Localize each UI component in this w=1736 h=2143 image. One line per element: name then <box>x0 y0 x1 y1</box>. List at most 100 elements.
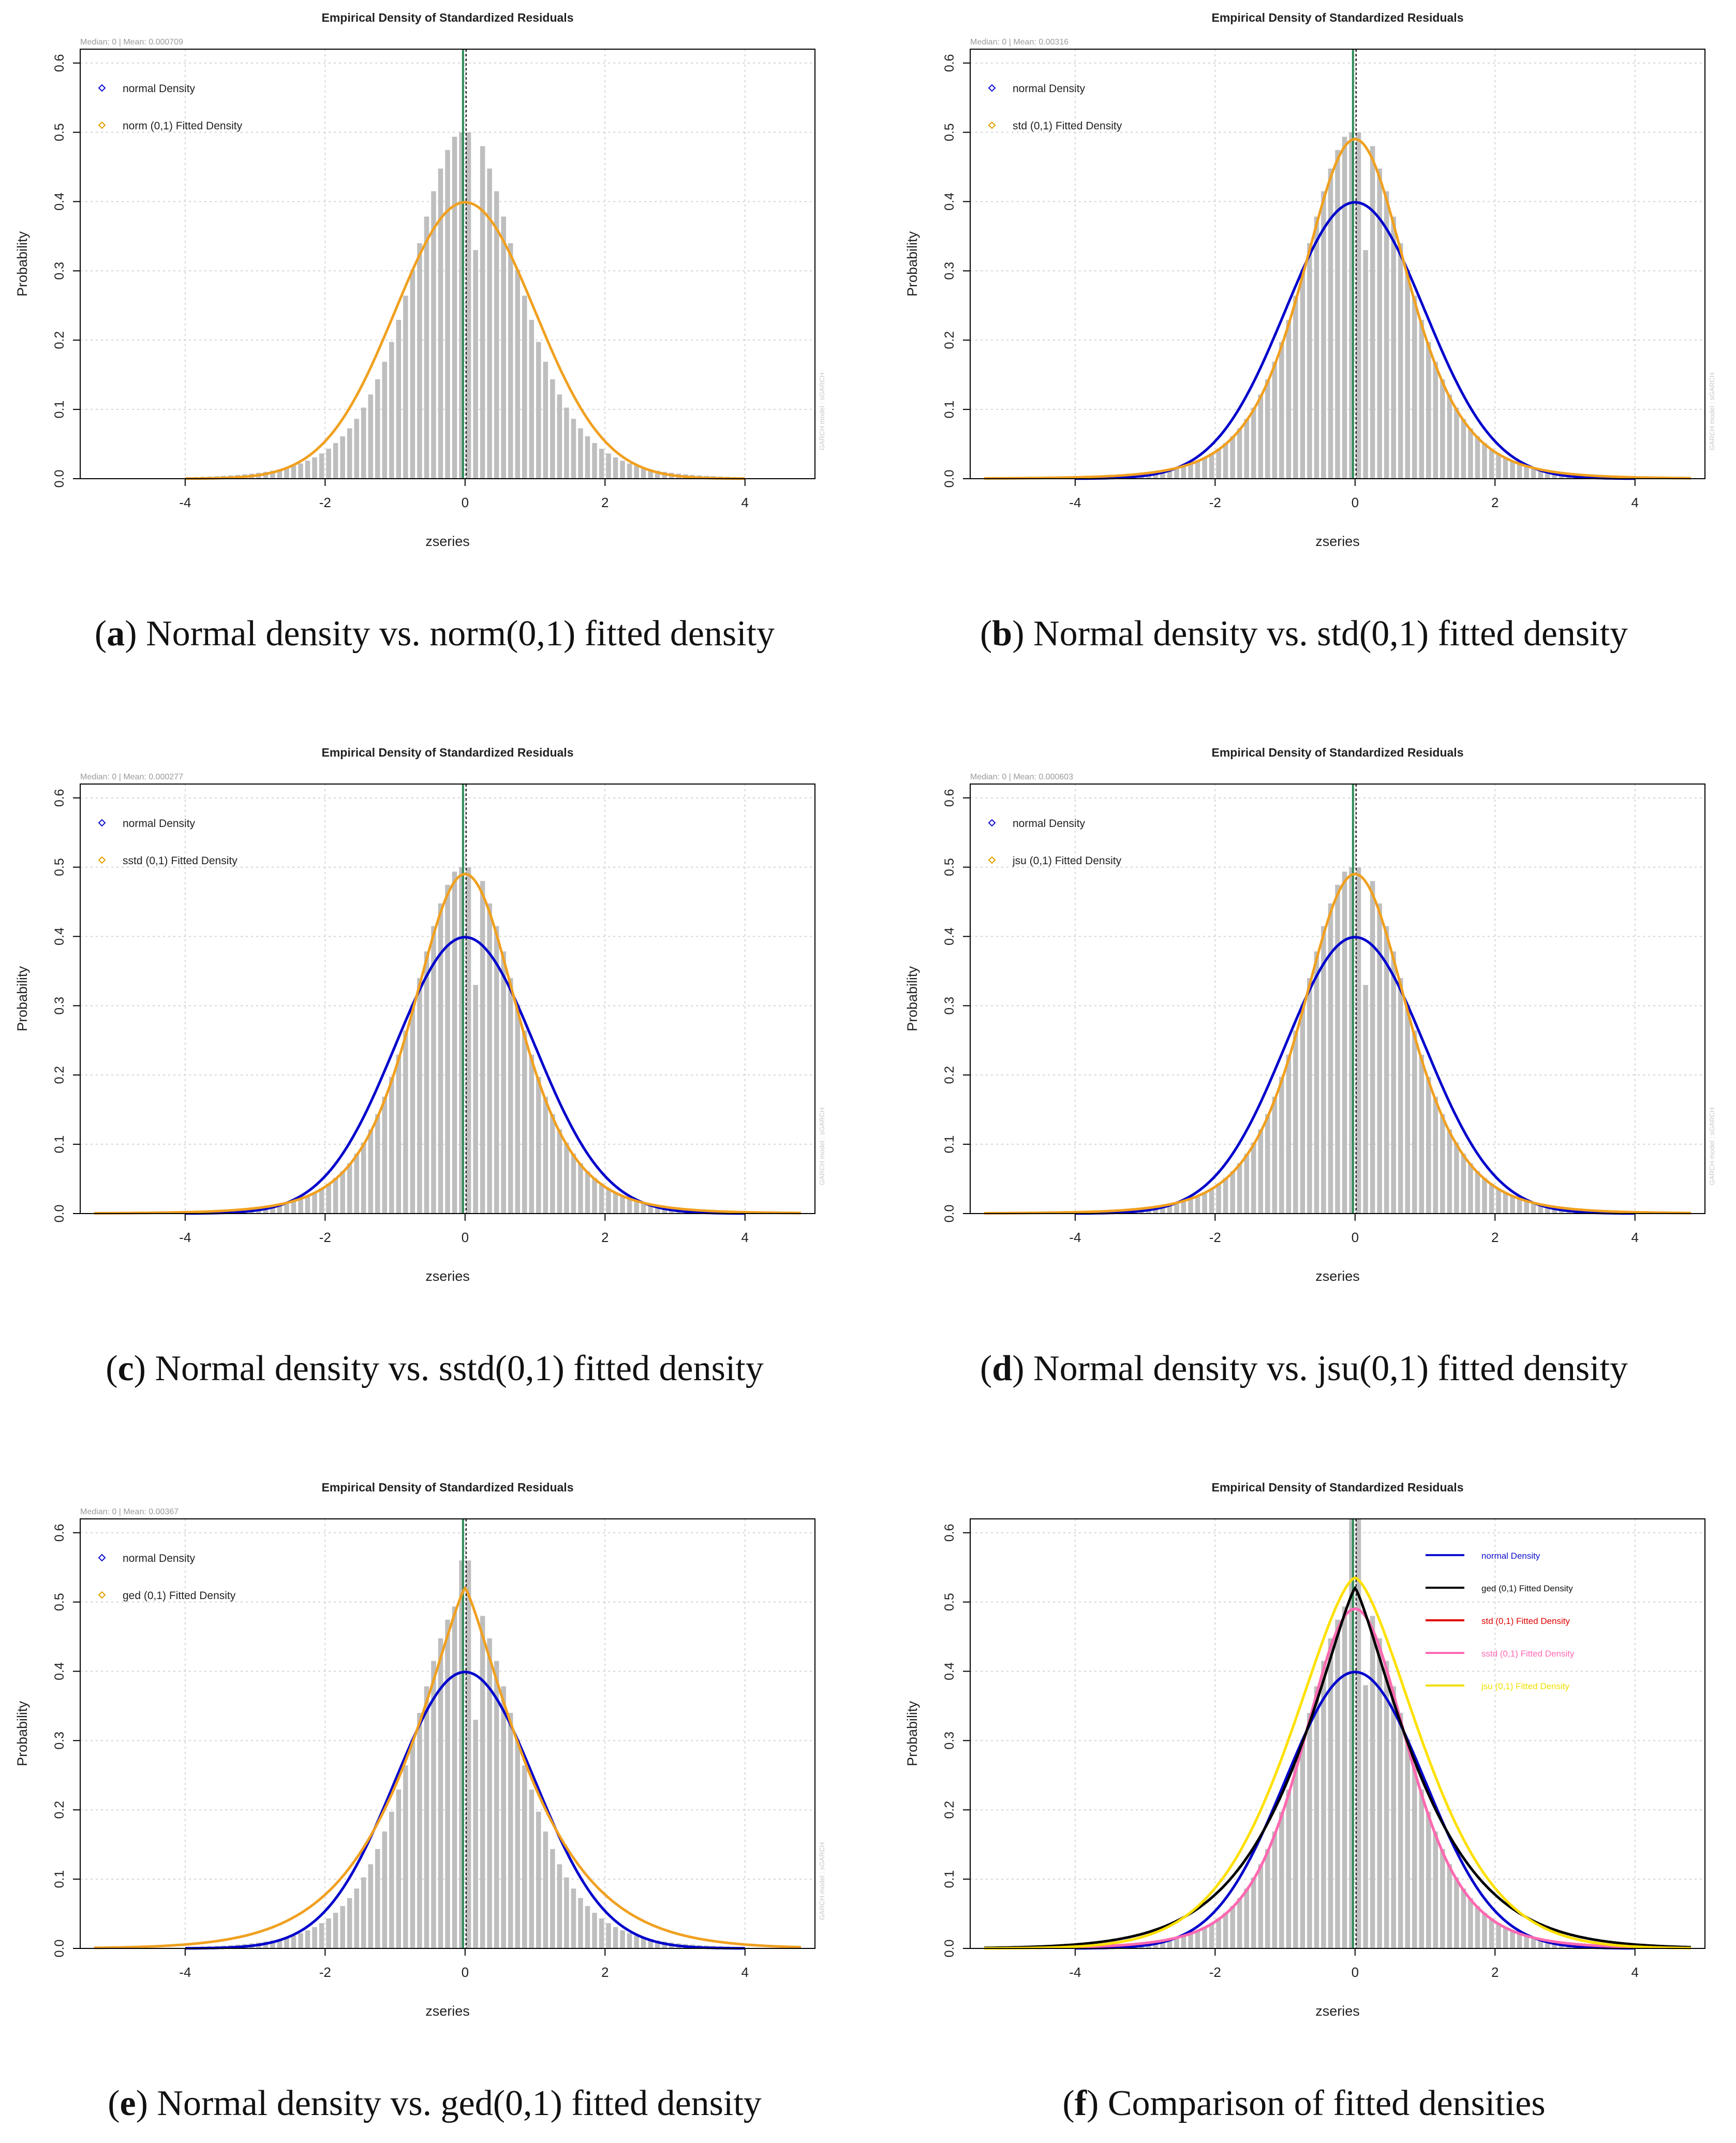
histogram-bar <box>1391 1686 1396 1948</box>
histogram-bar <box>543 1831 548 1948</box>
histogram-bar <box>1328 1638 1333 1948</box>
histogram-bar <box>487 1638 492 1948</box>
histogram-bar <box>1419 1790 1425 1948</box>
histogram-bar <box>438 168 443 479</box>
histogram-bar <box>1195 1195 1200 1214</box>
y-tick-label: 0.4 <box>942 927 957 945</box>
y-tick-label: 0.1 <box>52 1870 67 1888</box>
histogram-bar <box>1335 884 1340 1214</box>
histogram-bar <box>1447 394 1452 479</box>
histogram-bar <box>1174 1937 1179 1948</box>
histogram-bar <box>375 1114 380 1214</box>
histogram-bar <box>326 1184 331 1214</box>
histogram-bar <box>515 1004 520 1214</box>
x-tick-label: -4 <box>1069 1964 1081 1980</box>
histogram-bar <box>452 871 457 1214</box>
x-tick-label: -2 <box>1209 495 1221 510</box>
histogram-bar <box>1356 867 1361 1214</box>
x-axis-label: zseries <box>425 1268 470 1284</box>
histogram-bar <box>1230 1171 1235 1214</box>
histogram-bar <box>305 461 310 479</box>
histogram-bar <box>1370 1616 1375 1948</box>
histogram-bar <box>1279 342 1284 479</box>
histogram-bar <box>592 443 597 479</box>
histogram-bar <box>627 1933 632 1948</box>
histogram-bar <box>1209 453 1214 479</box>
x-tick-label: -4 <box>179 1230 191 1245</box>
histogram-bar <box>1538 1204 1543 1214</box>
histogram-bar <box>389 342 394 479</box>
histogram-bar <box>1160 470 1165 479</box>
histogram-bar <box>1272 362 1278 479</box>
histogram-bar <box>1426 342 1431 479</box>
histogram-bar <box>312 457 317 479</box>
histogram-bar <box>1195 461 1200 479</box>
histogram-bar <box>1419 320 1425 479</box>
histogram-bar <box>438 903 443 1214</box>
histogram-bar <box>487 168 492 479</box>
caption-letter: b <box>992 614 1013 654</box>
caption-a: (a) Normal density vs. norm(0,1) fitted … <box>94 614 775 654</box>
histogram-bar <box>1538 469 1543 479</box>
caption-b: (b) Normal density vs. std(0,1) fitted d… <box>980 614 1628 654</box>
y-tick-label: 0.1 <box>942 1135 957 1154</box>
histogram-bar <box>1496 1188 1501 1214</box>
histogram-bar <box>312 1192 317 1214</box>
histogram-bar <box>368 394 373 479</box>
histogram-bar <box>1363 1685 1368 1948</box>
histogram-bar <box>1482 1913 1487 1948</box>
y-tick-label: 0.5 <box>52 858 67 876</box>
histogram-bar <box>361 407 366 479</box>
histogram-bar <box>662 471 667 479</box>
histogram-bar <box>1223 1178 1228 1214</box>
chart-title: Empirical Density of Standardized Residu… <box>1212 11 1464 24</box>
legend-marker-icon <box>988 84 996 92</box>
x-tick-label: 0 <box>1352 1964 1359 1980</box>
chart-title: Empirical Density of Standardized Residu… <box>322 11 574 24</box>
histogram-bar <box>494 926 499 1214</box>
histogram-bar <box>585 1906 590 1948</box>
caption-f: (f) Comparison of fitted densities <box>1062 2083 1546 2123</box>
histogram-bar <box>1517 463 1522 479</box>
histogram-bar <box>662 1941 667 1948</box>
histogram-bar <box>263 1206 269 1214</box>
histogram-bar <box>480 1616 485 1948</box>
histogram-bar <box>431 926 436 1214</box>
histogram-bar <box>1454 1877 1459 1948</box>
y-axis-label: Probability <box>904 966 920 1031</box>
histogram-bar <box>277 1204 283 1214</box>
histogram-bar <box>466 867 471 1214</box>
legend-label: normal Density <box>123 818 196 830</box>
histogram-bar <box>438 1638 443 1948</box>
y-tick-label: 0.1 <box>52 1135 67 1154</box>
histogram-bar <box>550 1849 555 1948</box>
legend: normal Density sstd (0,1) Fitted Density <box>98 818 238 867</box>
histogram-bar <box>1307 243 1312 479</box>
histogram-bar <box>1482 443 1487 479</box>
x-tick-label: 2 <box>1491 495 1498 510</box>
histogram-bar <box>431 191 436 479</box>
histogram-bar <box>508 1712 513 1948</box>
y-axis-label: Probability <box>14 1701 30 1766</box>
legend-marker-icon <box>98 1591 106 1599</box>
histogram-bar <box>382 362 388 479</box>
plot-frame <box>80 784 815 1214</box>
histogram-bar <box>606 1923 611 1948</box>
histogram-bar <box>1363 250 1368 479</box>
y-tick-label: 0.6 <box>52 54 67 72</box>
histogram-bar <box>312 1927 317 1948</box>
x-tick-label: 4 <box>1631 1964 1639 1980</box>
chart-title: Empirical Density of Standardized Residu… <box>322 1481 574 1494</box>
histogram-bar <box>291 1200 296 1214</box>
x-tick-label: -4 <box>179 1964 191 1980</box>
histogram-bar <box>1377 168 1382 479</box>
histogram-bar <box>1468 428 1473 479</box>
y-tick-label: 0.5 <box>942 123 957 141</box>
histogram-bar <box>620 1930 625 1948</box>
histogram-bar <box>1314 1686 1319 1948</box>
histogram-bar <box>396 1055 402 1214</box>
histogram-bar <box>1188 1198 1193 1214</box>
histogram-bar <box>1160 1205 1165 1214</box>
histogram-bar <box>396 1790 402 1948</box>
chart-title: Empirical Density of Standardized Residu… <box>1212 746 1464 759</box>
